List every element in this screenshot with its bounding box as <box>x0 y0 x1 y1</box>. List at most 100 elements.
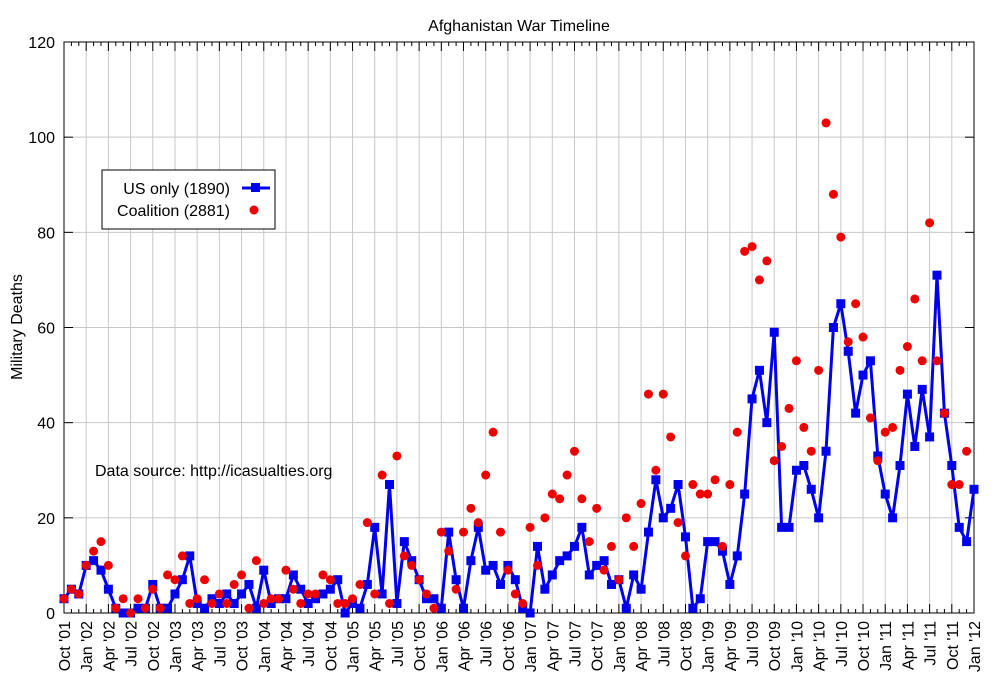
chart-title: Afghanistan War Timeline <box>428 18 610 35</box>
us-data-point <box>621 603 631 613</box>
us-data-point <box>673 480 683 490</box>
coalition-data-point <box>754 275 764 285</box>
us-data-point <box>459 603 469 613</box>
us-data-point <box>858 370 868 380</box>
coalition-data-point <box>192 594 202 604</box>
coalition-data-point <box>636 499 646 509</box>
us-data-point <box>888 513 898 523</box>
us-data-point <box>148 579 158 589</box>
x-tick-label: Oct '08 <box>678 621 695 671</box>
us-data-point <box>806 484 816 494</box>
coalition-data-point <box>799 422 809 432</box>
coalition-data-point <box>422 589 432 599</box>
y-tick-label: 0 <box>46 606 55 623</box>
coalition-data-point <box>651 465 661 475</box>
x-tick-label: Oct '10 <box>856 621 873 671</box>
coalition-data-point <box>880 427 890 437</box>
coalition-data-point <box>148 584 158 594</box>
coalition-data-point <box>392 451 402 461</box>
coalition-data-point <box>488 427 498 437</box>
legend-swatch-coalition-marker <box>249 205 259 215</box>
coalition-data-point <box>592 503 602 513</box>
x-tick-label: Jul '09 <box>745 621 762 667</box>
coalition-data-point <box>377 470 387 480</box>
us-data-point <box>229 598 239 608</box>
x-tick-label: Oct '03 <box>235 621 252 671</box>
us-data-point <box>584 570 594 580</box>
x-tick-label: Jul '10 <box>834 621 851 667</box>
us-data-point <box>429 594 439 604</box>
legend: US only (1890) Coalition (2881) <box>101 169 276 230</box>
coalition-data-point <box>814 365 824 375</box>
coalition-data-point <box>59 594 69 604</box>
x-tick-label: Jan '12 <box>967 621 984 672</box>
coalition-data-point <box>436 527 446 537</box>
coalition-data-point <box>200 575 210 585</box>
coalition-data-point <box>747 242 757 252</box>
coalition-data-point <box>939 408 949 418</box>
coalition-data-point <box>569 446 579 456</box>
us-data-point <box>348 598 358 608</box>
coalition-data-point <box>407 560 417 570</box>
x-tick-label: Jul '07 <box>567 621 584 667</box>
us-data-point <box>865 356 875 366</box>
coalition-data-point <box>429 603 439 613</box>
us-data-point <box>133 603 143 613</box>
x-tick-label: Jan '08 <box>612 621 629 672</box>
us-data-point <box>266 598 276 608</box>
coalition-data-point <box>791 356 801 366</box>
us-data-point <box>747 394 757 404</box>
coalition-data-point <box>836 232 846 242</box>
us-data-point <box>725 579 735 589</box>
x-tick-label: Apr '06 <box>457 621 474 671</box>
us-data-point <box>318 589 328 599</box>
x-tick-label: Oct '09 <box>767 621 784 671</box>
us-data-point <box>311 594 321 604</box>
coalition-data-point <box>599 565 609 575</box>
coalition-data-point <box>237 570 247 580</box>
us-data-point <box>666 503 676 513</box>
us-data-point <box>910 441 920 451</box>
coalition-data-point <box>532 560 542 570</box>
x-tick-label: Jul '03 <box>212 621 229 667</box>
coalition-data-point <box>177 551 187 561</box>
coalition-data-point <box>947 480 957 490</box>
coalition-data-point <box>865 413 875 423</box>
us-data-point <box>902 389 912 399</box>
us-data-point <box>754 365 764 375</box>
us-data-point <box>969 484 979 494</box>
us-data-point <box>399 537 409 547</box>
us-data-point <box>895 460 905 470</box>
coalition-data-point <box>444 546 454 556</box>
us-data-point <box>244 579 254 589</box>
us-data-point <box>954 522 964 532</box>
us-data-point <box>962 537 972 547</box>
coalition-data-point <box>932 356 942 366</box>
coalition-data-point <box>680 551 690 561</box>
data-source-annotation: Data source: http://icasualties.org <box>95 463 332 480</box>
us-data-point <box>200 603 210 613</box>
coalition-data-point <box>547 489 557 499</box>
x-tick-label: Jan '03 <box>168 621 185 672</box>
us-data-point <box>606 579 616 589</box>
coalition-data-point <box>496 527 506 537</box>
y-tick-label: 120 <box>28 35 55 52</box>
x-tick-label: Apr '03 <box>190 621 207 671</box>
coalition-data-point <box>710 475 720 485</box>
coalition-data-point <box>207 598 217 608</box>
us-data-point <box>932 270 942 280</box>
coalition-data-point <box>717 541 727 551</box>
us-data-point <box>510 575 520 585</box>
y-tick-label: 20 <box>37 511 55 528</box>
coalition-data-point <box>74 589 84 599</box>
coalition-data-point <box>318 570 328 580</box>
coalition-data-point <box>629 541 639 551</box>
coalition-data-point <box>140 603 150 613</box>
us-data-point <box>547 570 557 580</box>
x-tick-label: Apr '05 <box>368 621 385 671</box>
us-data-point <box>925 432 935 442</box>
us-data-point <box>680 532 690 542</box>
coalition-data-point <box>902 342 912 352</box>
legend-swatch-us-marker <box>251 183 260 192</box>
coalition-data-point <box>658 389 668 399</box>
